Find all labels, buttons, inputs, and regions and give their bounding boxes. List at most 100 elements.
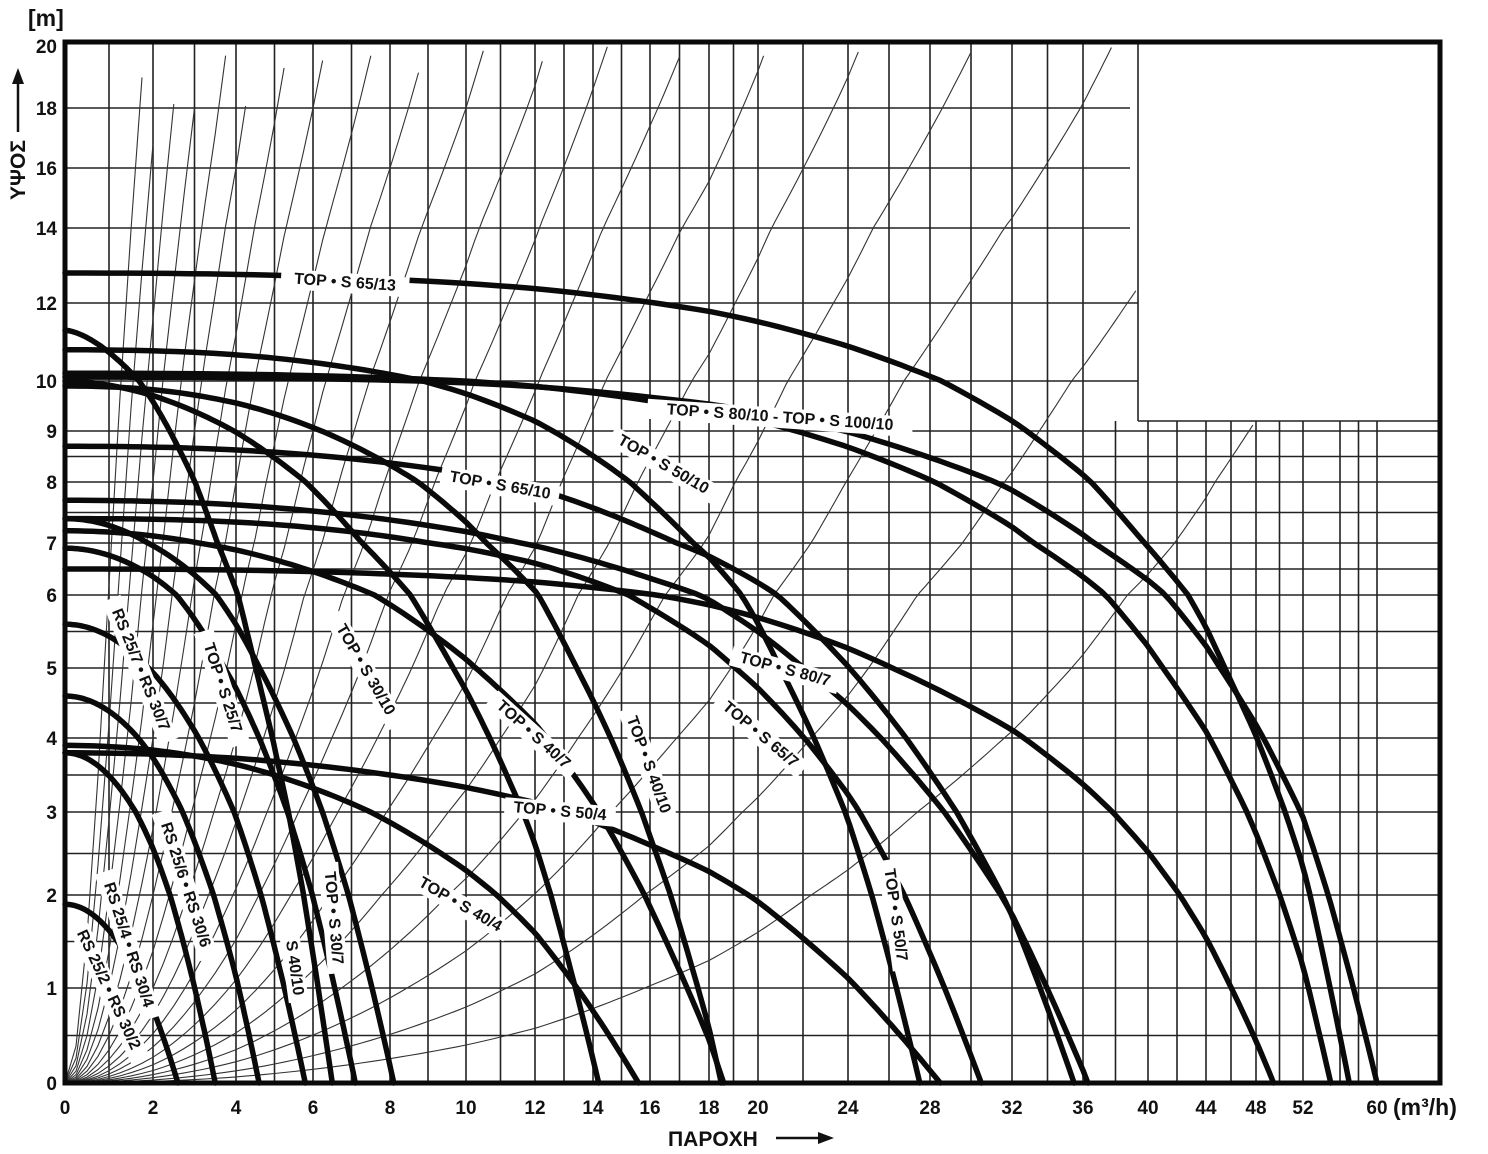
pump-curve — [62, 497, 1091, 1086]
pump-curve — [62, 528, 727, 1086]
y-tick-label: 14 — [36, 219, 58, 240]
plot-border — [62, 39, 1443, 1086]
curve-label: TOP • S 30/10 — [324, 609, 406, 731]
curve-label-background — [324, 609, 406, 731]
x-tick-label: 12 — [524, 1098, 545, 1119]
curve-label-background — [646, 398, 914, 438]
system-curve-ray — [64, 107, 196, 1084]
x-tick-label: 14 — [582, 1098, 604, 1119]
curve-label-text: TOP • S 50/10 — [615, 432, 712, 498]
y-tick-label: 5 — [46, 659, 57, 680]
system-curve-ray — [65, 290, 1137, 1084]
x-tick-label: 28 — [919, 1098, 940, 1119]
y-tick-label: 0 — [46, 1074, 57, 1095]
x-tick-label: 44 — [1195, 1098, 1217, 1119]
curve-label-background — [484, 690, 582, 780]
y-tick-label: 2 — [46, 886, 57, 907]
y-tick-label: 3 — [46, 803, 57, 824]
pump-curve — [62, 566, 1277, 1086]
curve-label-background — [151, 808, 219, 962]
x-tick-label: 6 — [308, 1098, 319, 1119]
system-curve-ray — [64, 51, 972, 1084]
system-curve-ray — [64, 50, 484, 1084]
system-curve-ray — [64, 56, 681, 1084]
x-tick-label: 20 — [747, 1098, 768, 1119]
y-axis-arrow-icon — [12, 68, 24, 132]
y-tick-label: 1 — [46, 979, 57, 1000]
x-tick-label: 8 — [385, 1098, 396, 1119]
x-tick-label: 16 — [639, 1098, 660, 1119]
y-tick-label: 12 — [36, 294, 57, 315]
pump-curve — [62, 327, 336, 1086]
y-tick-label: 4 — [46, 729, 57, 750]
curve-label-text: TOP • S 65/7 — [719, 698, 801, 771]
pump-curve — [62, 270, 1353, 1086]
x-axis-arrow-icon — [776, 1132, 834, 1144]
curve-label: TOP • S 25/7 — [193, 627, 251, 749]
curve-label-background — [618, 705, 678, 825]
x-tick-label: 10 — [455, 1098, 476, 1119]
curve-label-text: TOP • S 40/7 — [493, 697, 574, 772]
curve-label: TOP • S 50/10 — [606, 426, 720, 504]
pump-curve — [62, 347, 923, 1086]
pump-curve — [62, 621, 309, 1086]
x-tick-label: 40 — [1137, 1098, 1158, 1119]
curve-label-background — [279, 932, 309, 1004]
y-tick-label: 9 — [46, 422, 57, 443]
x-tick-label: 24 — [837, 1098, 859, 1119]
curve-label-background — [406, 868, 514, 942]
x-axis-title: ΠΑΡΟΧΗ — [668, 1128, 758, 1151]
curve-label-background — [503, 797, 617, 827]
system-curve-ray — [64, 77, 143, 1084]
curve-label-text: TOP • S 30/10 — [332, 621, 398, 718]
system-curve-ray — [64, 67, 285, 1084]
curve-label-background — [94, 868, 162, 1022]
curve-label: TOP • S 40/4 — [406, 868, 514, 942]
y-tick-label: 18 — [36, 99, 57, 120]
pump-curve — [62, 383, 725, 1086]
pump-curve — [62, 378, 602, 1086]
curve-label-text: TOP • S 65/13 — [294, 271, 397, 295]
curve-label-background — [66, 915, 150, 1065]
curve-label: TOP • S 50/7 — [877, 858, 913, 972]
pump-curve — [62, 374, 1380, 1086]
x-tick-label: 18 — [698, 1098, 719, 1119]
curve-label: TOP • S 50/4 — [503, 797, 617, 827]
curve-label-background — [101, 594, 179, 746]
curve-label: TOP • S 65/7 — [710, 691, 810, 779]
system-curve-ray — [64, 51, 859, 1084]
x-tick-label: 48 — [1245, 1098, 1266, 1119]
x-tick-label: 0 — [60, 1098, 71, 1119]
plot-frame — [62, 39, 1443, 1086]
curve-label: TOP • S 40/10 — [618, 705, 678, 825]
y-axis-title: ΥΨΟΣ — [7, 140, 30, 200]
x-tick-label: 2 — [148, 1098, 159, 1119]
y-tick-label: 6 — [46, 586, 57, 607]
system-curve-ray — [64, 55, 765, 1084]
curve-label-background — [728, 645, 842, 695]
curve-label-background — [318, 861, 348, 975]
pump-curves — [62, 270, 1380, 1086]
y-tick-label: 20 — [36, 37, 57, 58]
system-curve-ray — [64, 60, 324, 1084]
x-tick-label: 32 — [1001, 1098, 1022, 1119]
x-tick-label: 60 — [1366, 1098, 1387, 1119]
y-tick-label: 10 — [36, 372, 57, 393]
pump-curve — [62, 693, 262, 1086]
x-unit-label: (m³/h) — [1393, 1094, 1457, 1120]
curve-label-background — [439, 465, 561, 507]
y-unit-label: [m] — [28, 5, 64, 31]
pump-curve — [62, 515, 985, 1086]
curve-label-background — [877, 858, 913, 972]
system-curve-ray — [64, 104, 175, 1084]
tick-labels: 0 2 4 6 8 10 12 14 16 18 20 24 28 32 36 40 44 48 52 6001234… — [36, 37, 1388, 1119]
x-tick-label: 52 — [1292, 1098, 1313, 1119]
x-tick-label: 4 — [231, 1098, 242, 1119]
system-curve-ray — [64, 143, 154, 1084]
y-tick-label: 16 — [36, 159, 57, 180]
curve-label-background — [280, 268, 410, 298]
curve-label-background — [710, 691, 810, 779]
y-tick-label: 7 — [46, 534, 57, 555]
